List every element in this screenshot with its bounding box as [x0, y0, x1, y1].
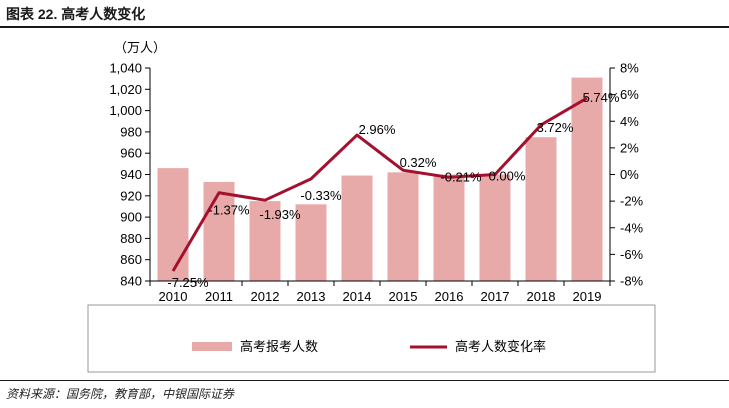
x-tick-label: 2017	[481, 289, 510, 304]
line-data-label-2014: 2.96%	[359, 122, 396, 137]
x-tick-label: 2013	[297, 289, 326, 304]
bar-2019	[571, 77, 603, 282]
bar-2010	[157, 168, 189, 281]
line-data-label-2010: -7.25%	[167, 275, 209, 290]
y2-tick-label: 4%	[620, 114, 639, 129]
y-tick-label: 940	[120, 167, 142, 182]
legend-bar-swatch	[192, 342, 232, 351]
bar-2014	[341, 175, 373, 281]
bar-2018	[525, 137, 557, 281]
bar-2013	[295, 204, 327, 281]
y-tick-label: 1,020	[109, 82, 142, 97]
y2-tick-label: 0%	[620, 167, 639, 182]
y-tick-label: 1,000	[109, 103, 142, 118]
line-data-label-2012: -1.93%	[259, 207, 301, 222]
line-data-label-2018: 3.72%	[537, 120, 574, 135]
y2-tick-label: 8%	[620, 61, 639, 76]
bar-2012	[249, 201, 281, 281]
y-tick-label: 920	[120, 188, 142, 203]
y-tick-label: 860	[120, 252, 142, 267]
axes: 840 860 880 900 920 940 960 980 1,000 1,020 1,040 -…	[109, 61, 643, 305]
y-axis-unit-label: （万人）	[114, 40, 166, 55]
x-tick-label: 2015	[389, 289, 418, 304]
y2-tick-label: 6%	[620, 87, 639, 102]
y-tick-label: 840	[120, 274, 142, 289]
source-note: 资料来源：国务院，教育部，中银国际证券	[6, 387, 235, 401]
figure-title: 图表 22. 高考人数变化	[6, 6, 146, 22]
bar-2016	[433, 174, 465, 281]
title-rule	[0, 26, 729, 28]
source-rule	[0, 380, 729, 381]
y-tick-label: 880	[120, 231, 142, 246]
x-tick-label: 2016	[435, 289, 464, 304]
x-tick-label: 2010	[159, 289, 188, 304]
combo-chart: -7.25% -1.37% -1.93% -0.33% 2.96% 0.32%-0.21%…	[87, 40, 656, 373]
x-tick-label: 2014	[343, 289, 372, 304]
legend-bar-label: 高考报考人数	[240, 339, 318, 354]
line-data-label-2013: -0.33%	[300, 188, 342, 203]
bar-series	[157, 77, 603, 282]
bar-2015	[387, 172, 419, 281]
line-data-label-2017: 0.00%	[489, 169, 526, 184]
x-tick-label: 2011	[205, 289, 233, 304]
y2-tick-label: -6%	[620, 247, 644, 262]
bar-2011	[203, 181, 235, 281]
line-data-label-2016: -0.21%	[440, 169, 482, 184]
x-tick-label: 2019	[573, 289, 602, 304]
y2-tick-label: -8%	[620, 274, 644, 289]
change-rate-line	[171, 96, 588, 272]
y-tick-label: 900	[120, 210, 142, 225]
line-data-label-2011: -1.37%	[208, 203, 250, 218]
legend-line-label: 高考人数变化率	[455, 339, 546, 354]
x-tick-label: 2012	[251, 289, 280, 304]
line-series: -7.25% -1.37% -1.93% -0.33% 2.96% 0.32%-0.21%…	[167, 90, 619, 290]
bar-2017	[479, 174, 511, 281]
y-tick-label: 960	[120, 146, 142, 161]
x-tick-label: 2018	[527, 289, 556, 304]
y2-tick-label: -4%	[620, 220, 644, 235]
line-data-label-2019: 5.74%	[583, 90, 620, 105]
line-data-label-2015: 0.32%	[400, 155, 437, 170]
y-tick-label: 980	[120, 124, 142, 139]
y-tick-label: 1,040	[109, 61, 142, 76]
legend-box	[87, 304, 656, 373]
y2-tick-label: -2%	[620, 194, 644, 209]
y2-tick-label: 2%	[620, 140, 639, 155]
